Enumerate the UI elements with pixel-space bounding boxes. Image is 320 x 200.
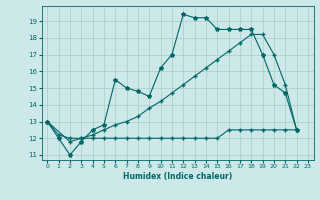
X-axis label: Humidex (Indice chaleur): Humidex (Indice chaleur) (123, 172, 232, 181)
